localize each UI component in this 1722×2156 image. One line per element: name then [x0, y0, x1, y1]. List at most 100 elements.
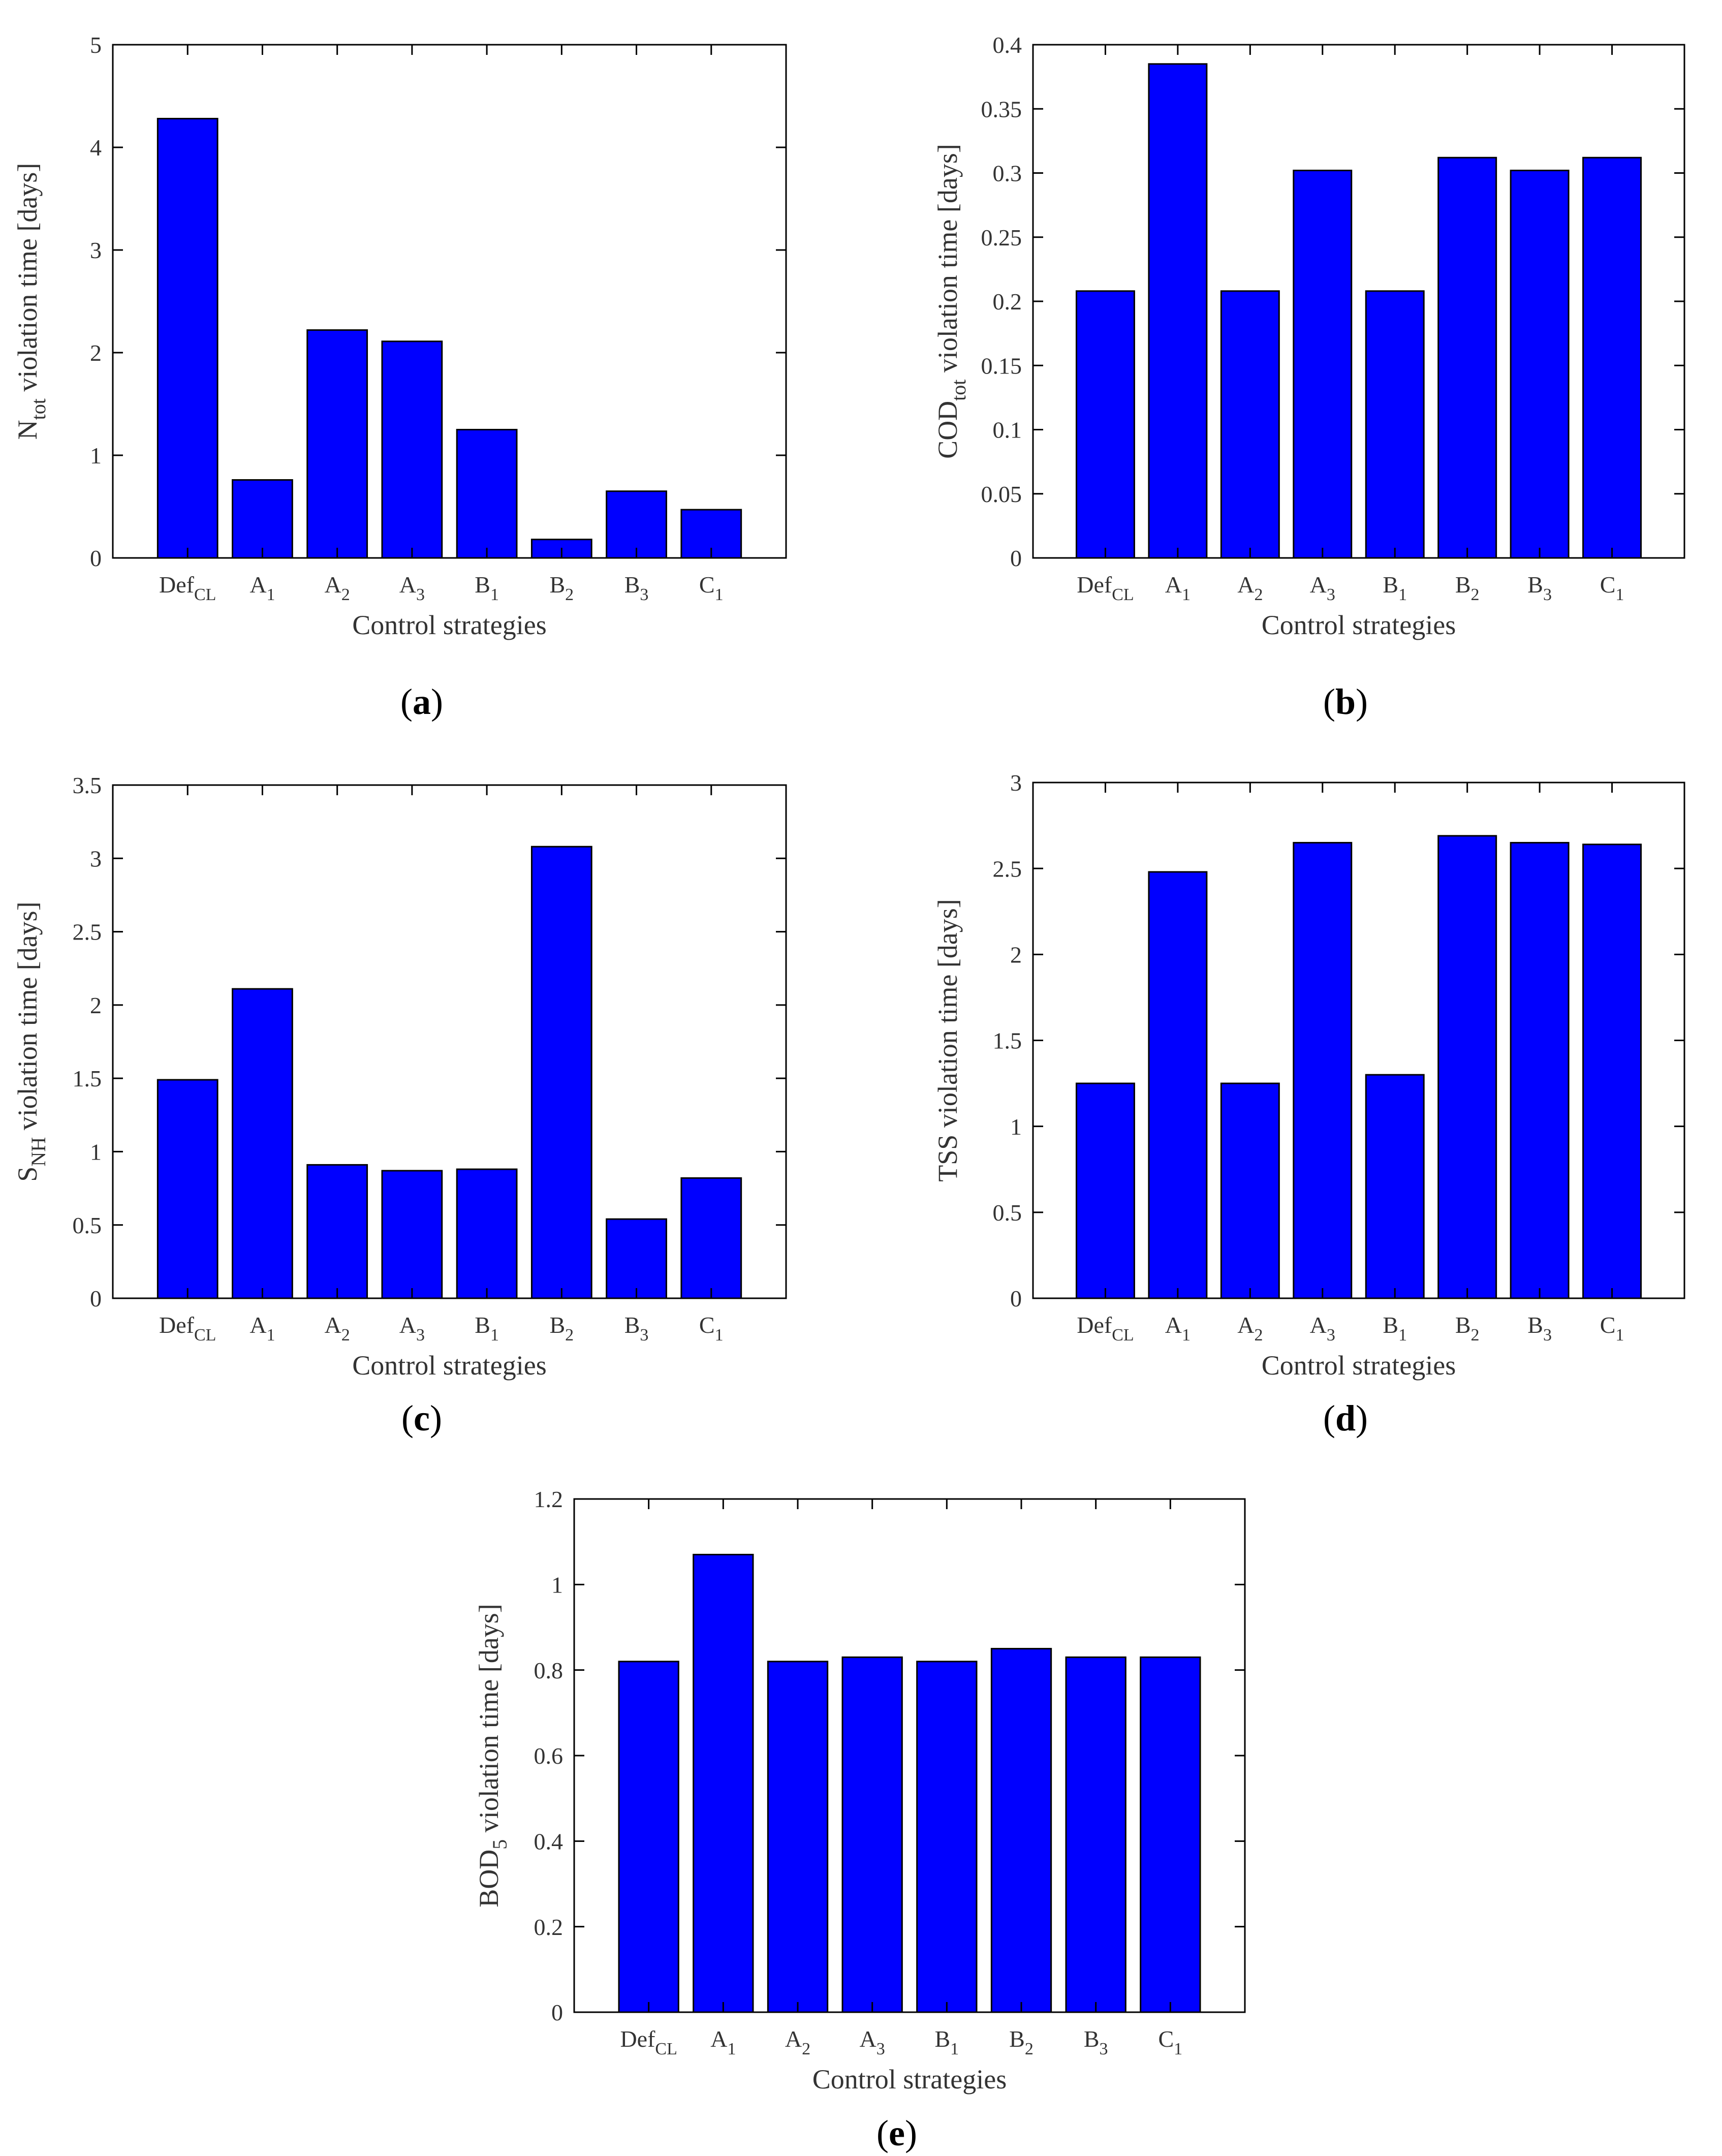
bar-e-5 — [990, 1648, 1052, 2013]
y-tick-label-d-5: 2.5 — [993, 856, 1022, 882]
x-tick-label-b-7: C1 — [1600, 572, 1624, 604]
bar-c-0 — [156, 1079, 218, 1299]
x-tick-label-a-0: DefCL — [159, 572, 216, 604]
x-tick-label-a-2: A2 — [325, 572, 350, 604]
y-tick-label-a-4: 4 — [90, 135, 102, 161]
bar-a-0 — [156, 117, 218, 559]
x-tick-label-c-3: A3 — [399, 1312, 425, 1345]
y-tick-label-d-0: 0 — [1010, 1286, 1022, 1311]
panel-label-d: (d) — [1323, 1398, 1368, 1439]
x-tick-label-d-4: B1 — [1383, 1312, 1407, 1345]
y-tick-label-d-6: 3 — [1010, 770, 1022, 796]
chart-panel-e: 0 0.2 0.4 0.6 0.8 1 1.2 DefCL A1 A2 A3 B1 B2 B3 C1 Cont… — [474, 1486, 1246, 2153]
axes-box-a — [112, 44, 787, 559]
y-tick-label-a-1: 1 — [90, 443, 102, 468]
y-tick-label-b-7: 0.35 — [981, 96, 1022, 122]
x-tick-label-c-5: B2 — [549, 1312, 574, 1345]
y-tick-label-e-1: 0.2 — [534, 1914, 563, 1940]
bar-c-2 — [306, 1164, 368, 1299]
bar-e-3 — [841, 1656, 903, 2013]
x-tick-label-b-2: A2 — [1237, 572, 1263, 604]
bar-e-7 — [1140, 1656, 1201, 2013]
bar-b-0 — [1075, 290, 1135, 559]
x-tick-label-e-0: DefCL — [620, 2026, 677, 2058]
x-tick-label-c-2: A2 — [325, 1312, 350, 1345]
x-tick-label-b-0: DefCL — [1077, 572, 1134, 604]
y-tick-label-b-4: 0.2 — [993, 289, 1022, 315]
x-tick-label-a-6: B3 — [624, 572, 649, 604]
x-tick-label-e-1: A1 — [710, 2026, 736, 2058]
y-axis-label-group-b: CODtot violation time [days] — [932, 144, 970, 459]
y-axis-label-group-c: SNH violation time [days] — [12, 901, 50, 1181]
y-axis-label-group-a: Ntot violation time [days] — [12, 163, 50, 440]
bar-d-0 — [1075, 1082, 1135, 1299]
y-tick-label-a-5: 5 — [90, 32, 102, 58]
x-tick-label-a-4: B1 — [475, 572, 499, 604]
bar-e-6 — [1065, 1656, 1126, 2013]
x-tick-label-c-1: A1 — [249, 1312, 275, 1345]
x-tick-label-d-7: C1 — [1600, 1312, 1624, 1345]
bar-a-2 — [306, 329, 368, 559]
y-tick-label-e-4: 0.8 — [534, 1658, 563, 1683]
y-tick-label-c-1: 0.5 — [73, 1212, 102, 1238]
y-tick-label-d-1: 0.5 — [993, 1200, 1022, 1226]
x-tick-label-a-3: A3 — [399, 572, 425, 604]
y-axis-label-c: SNH violation time [days] — [12, 901, 50, 1181]
bar-b-3 — [1293, 169, 1353, 559]
bar-a-6 — [606, 490, 667, 559]
y-tick-label-a-3: 3 — [90, 237, 102, 263]
bar-e-0 — [618, 1661, 679, 2013]
x-tick-label-e-3: A3 — [860, 2026, 885, 2058]
bar-a-4 — [456, 429, 518, 559]
x-tick-label-b-6: B3 — [1527, 572, 1552, 604]
bar-d-7 — [1582, 843, 1642, 1299]
bar-b-1 — [1148, 63, 1208, 559]
bar-b-4 — [1365, 290, 1425, 559]
bar-a-1 — [232, 479, 293, 559]
bar-e-2 — [767, 1661, 829, 2013]
x-tick-label-d-0: DefCL — [1077, 1312, 1134, 1345]
y-tick-label-b-0: 0 — [1010, 545, 1022, 571]
bar-d-5 — [1437, 835, 1497, 1299]
y-axis-label-b: CODtot violation time [days] — [932, 144, 970, 459]
y-tick-label-a-2: 2 — [90, 340, 102, 366]
bar-d-4 — [1365, 1074, 1425, 1299]
x-tick-label-d-1: A1 — [1165, 1312, 1191, 1345]
panel-label-c: (c) — [401, 1398, 442, 1439]
bar-b-2 — [1220, 290, 1280, 559]
bar-d-3 — [1293, 841, 1353, 1299]
y-tick-label-c-3: 1.5 — [73, 1066, 102, 1091]
y-tick-label-b-2: 0.1 — [993, 417, 1022, 443]
y-axis-label-d: TSS violation time [days] — [932, 899, 963, 1181]
x-axis-label-b: Control strategies — [1262, 610, 1456, 640]
bar-c-1 — [232, 988, 293, 1299]
x-tick-label-e-5: B2 — [1009, 2026, 1034, 2058]
y-tick-label-d-4: 2 — [1010, 942, 1022, 967]
chart-panel-c: 0 0.5 1 1.5 2 2.5 3 3.5 DefCL A1 A2 A3 B1 B2 B3 C1 Contr… — [12, 772, 787, 1439]
y-tick-label-b-6: 0.3 — [993, 161, 1022, 186]
y-tick-label-c-6: 3 — [90, 846, 102, 871]
x-axis-label-a: Control strategies — [352, 610, 546, 640]
y-tick-label-e-5: 1 — [551, 1572, 563, 1598]
bar-d-6 — [1510, 841, 1570, 1299]
y-axis-label-group-d: TSS violation time [days] — [932, 899, 963, 1181]
x-tick-label-c-4: B1 — [475, 1312, 499, 1345]
x-tick-label-b-5: B2 — [1455, 572, 1480, 604]
y-tick-label-e-2: 0.4 — [534, 1828, 563, 1854]
panel-label-a: (a) — [400, 681, 443, 722]
y-tick-label-e-3: 0.6 — [534, 1743, 563, 1769]
x-axis-label-d: Control strategies — [1262, 1350, 1456, 1381]
x-tick-label-e-7: C1 — [1158, 2026, 1182, 2058]
bar-c-5 — [530, 846, 592, 1299]
x-tick-label-c-0: DefCL — [159, 1312, 216, 1345]
bar-e-1 — [693, 1553, 754, 2013]
bar-d-1 — [1148, 871, 1208, 1299]
x-axis-label-c: Control strategies — [352, 1350, 546, 1381]
bar-c-3 — [381, 1170, 443, 1299]
x-tick-label-e-4: B1 — [934, 2026, 959, 2058]
y-tick-label-b-1: 0.05 — [981, 481, 1022, 507]
y-tick-label-b-3: 0.15 — [981, 353, 1022, 379]
x-tick-label-c-6: B3 — [624, 1312, 649, 1345]
x-tick-label-e-6: B3 — [1084, 2026, 1108, 2058]
